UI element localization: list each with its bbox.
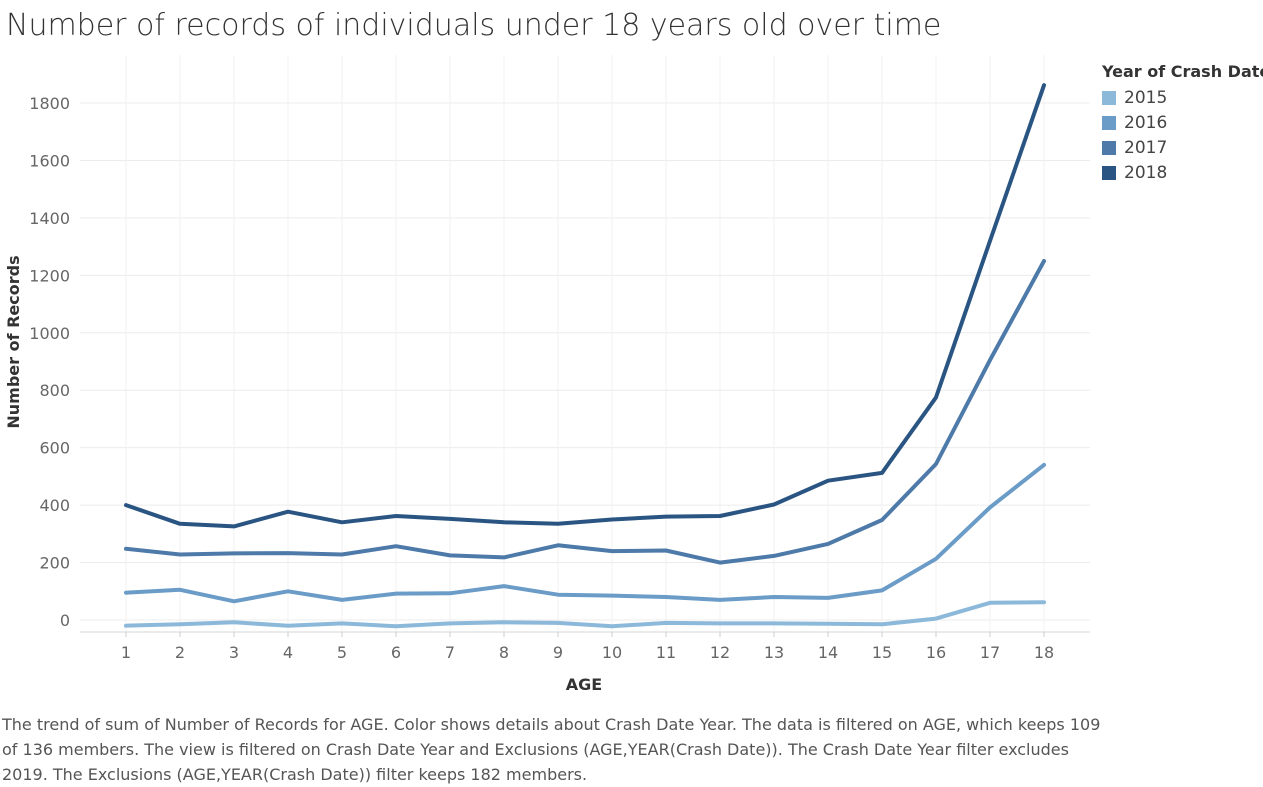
legend-swatch <box>1102 90 1116 105</box>
y-axis-label: Number of Records <box>4 255 23 428</box>
series-line-2016[interactable] <box>124 462 1046 604</box>
x-axis-label: AGE <box>566 675 602 694</box>
y-tick-label: 400 <box>39 496 70 515</box>
legend-swatch <box>1102 140 1116 155</box>
series-lines <box>124 83 1046 629</box>
y-axis-ticks: 0 200 400 600 800 1000 1200 1400 1600 1800 <box>29 94 70 630</box>
legend-swatch <box>1102 165 1116 180</box>
x-tick-label: 3 <box>229 643 239 662</box>
x-tick-label: 4 <box>283 643 293 662</box>
x-tick-label: 2 <box>175 643 185 662</box>
grid-lines <box>80 55 1090 633</box>
legend-label: 2016 <box>1124 112 1168 133</box>
series-line-2017[interactable] <box>124 259 1046 565</box>
x-tick-label: 17 <box>980 643 1000 662</box>
y-tick-label: 600 <box>39 439 70 458</box>
y-tick-label: 200 <box>39 554 70 573</box>
x-tick-label: 1 <box>121 643 131 662</box>
y-tick-label: 1400 <box>29 209 70 228</box>
x-tick-label: 15 <box>872 643 892 662</box>
series-line-2018[interactable] <box>124 83 1046 529</box>
legend-label: 2018 <box>1124 162 1168 183</box>
legend-item-2018[interactable]: 2018 <box>1102 160 1263 185</box>
legend-label: 2017 <box>1124 137 1168 158</box>
legend-item-2017[interactable]: 2017 <box>1102 135 1263 160</box>
y-tick-label: 800 <box>39 381 70 400</box>
x-tick-label: 18 <box>1034 643 1054 662</box>
y-tick-label: 1200 <box>29 266 70 285</box>
legend-item-2015[interactable]: 2015 <box>1102 85 1263 110</box>
chart-caption: The trend of sum of Number of Records fo… <box>2 715 1101 784</box>
legend-item-2016[interactable]: 2016 <box>1102 110 1263 135</box>
x-tick-label: 6 <box>391 643 401 662</box>
legend-swatch <box>1102 115 1116 130</box>
x-tick-label: 14 <box>818 643 838 662</box>
x-tick-label: 12 <box>710 643 730 662</box>
x-tick-label: 7 <box>445 643 455 662</box>
legend-title: Year of Crash Date <box>1102 62 1263 81</box>
x-tick-label: 13 <box>764 643 784 662</box>
x-tick-label: 11 <box>656 643 676 662</box>
x-tick-label: 10 <box>602 643 622 662</box>
y-tick-label: 1800 <box>29 94 70 113</box>
x-tick-label: 5 <box>337 643 347 662</box>
y-tick-label: 1600 <box>29 151 70 170</box>
y-tick-label: 1000 <box>29 324 70 343</box>
chart-title: Number of records of individuals under 1… <box>6 8 942 43</box>
x-tick-label: 8 <box>499 643 509 662</box>
legend: Year of Crash Date 2015 2016 2017 2018 <box>1102 62 1263 185</box>
series-line-2015[interactable] <box>124 600 1046 629</box>
legend-label: 2015 <box>1124 87 1168 108</box>
x-axis-ticks: 1 2 3 4 5 6 7 8 9 10 11 12 13 14 15 16 17 18 <box>121 632 1054 662</box>
x-tick-label: 9 <box>553 643 563 662</box>
y-tick-label: 0 <box>60 611 70 630</box>
legend-items: 2015 2016 2017 2018 <box>1102 85 1263 185</box>
x-tick-label: 16 <box>926 643 946 662</box>
